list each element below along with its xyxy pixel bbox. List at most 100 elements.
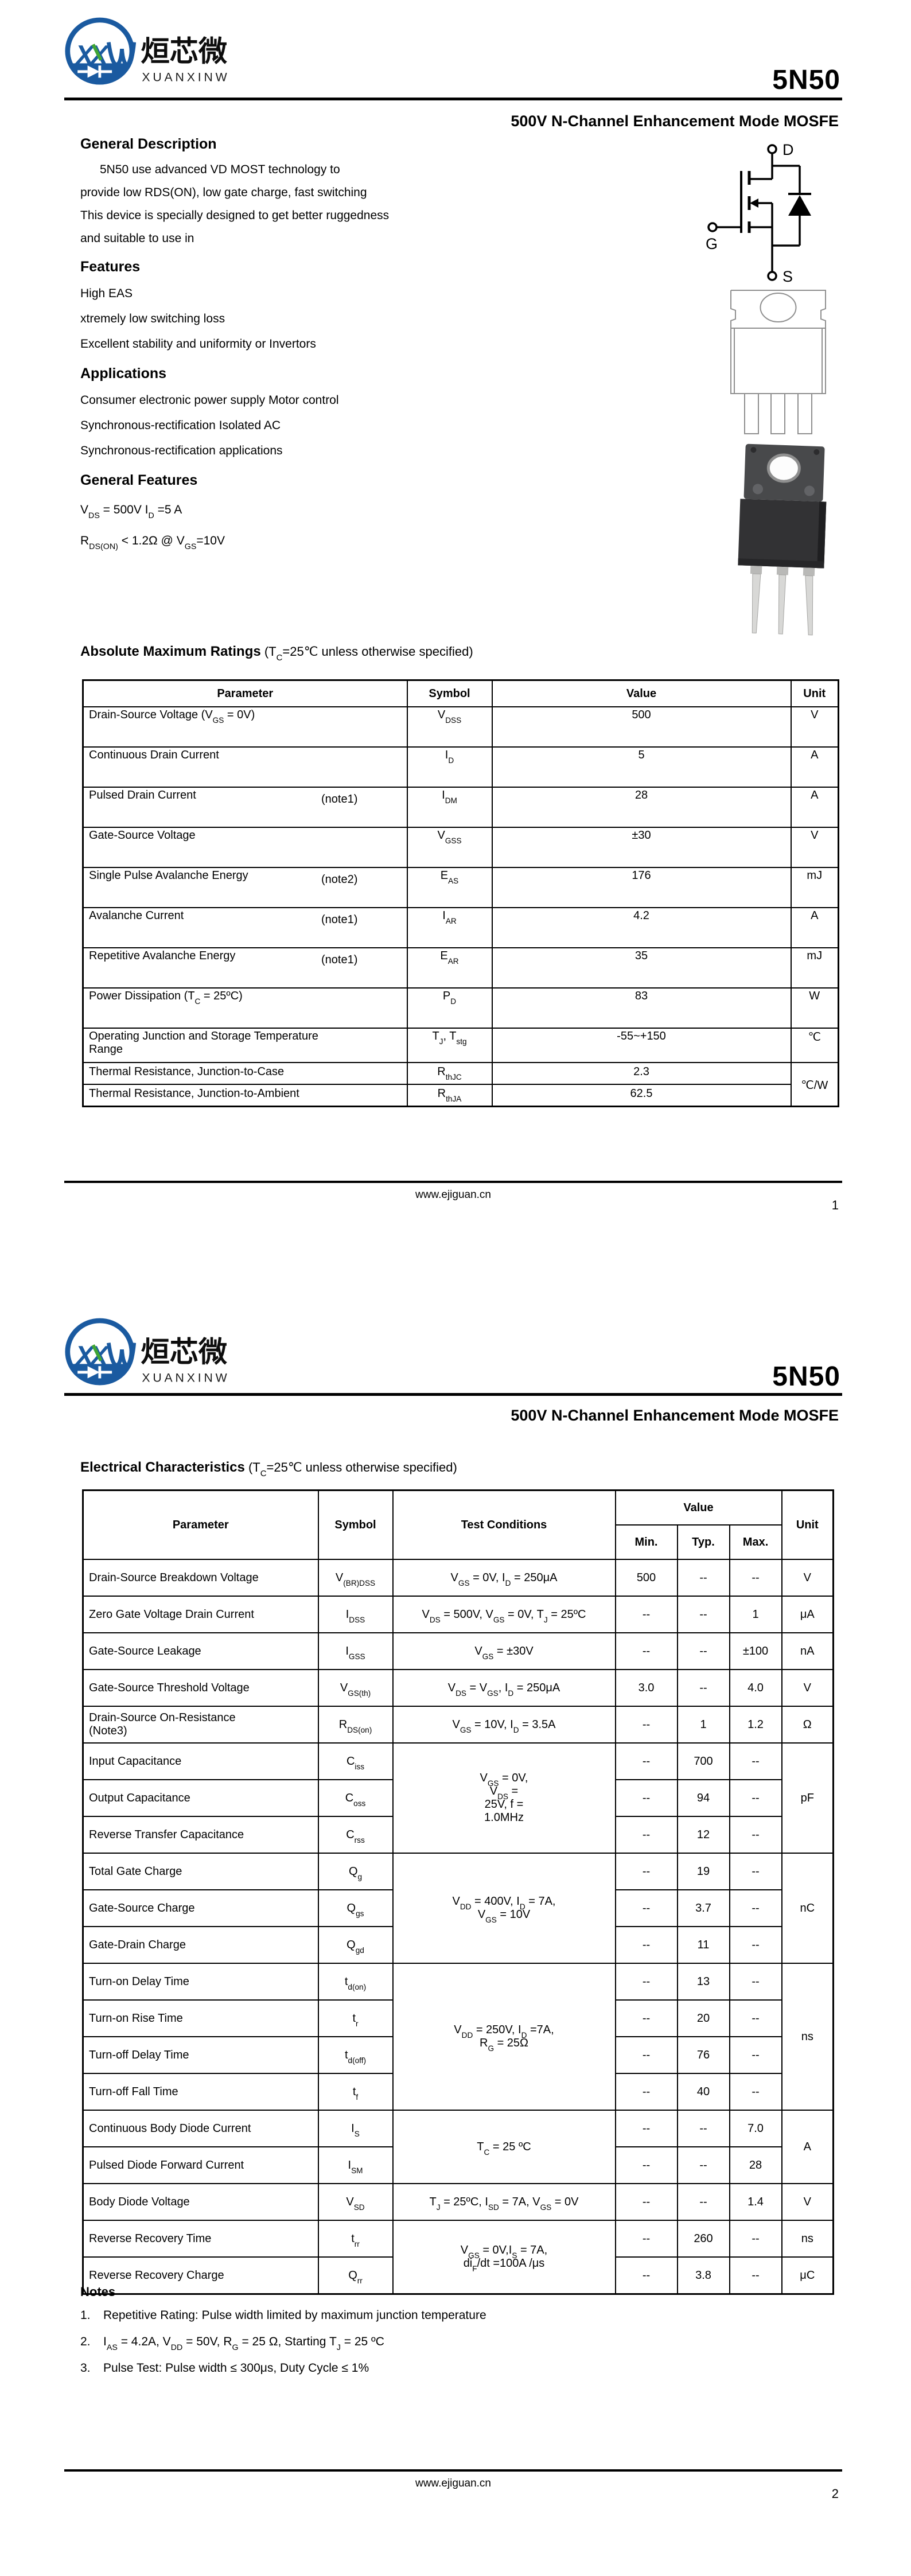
package-outline-drawing xyxy=(730,290,826,434)
table-row: Turn-off Fall Time tf -- 40 -- xyxy=(82,2073,834,2111)
param-cell: Gate-Source Threshold Voltage xyxy=(82,1669,319,1707)
symbol-cell: EAS xyxy=(406,867,493,908)
column-header-test-conditions: Test Conditions xyxy=(392,1489,616,1560)
unit-cell: A xyxy=(790,907,839,948)
symbol-cell: ISM xyxy=(317,2146,394,2184)
note-item: 1. Repetitive Rating: Pulse width limited… xyxy=(80,2309,711,2322)
typ-cell: 19 xyxy=(676,1853,730,1890)
typ-cell: 13 xyxy=(676,1963,730,2001)
footer-website: www.ejiguan.cn xyxy=(415,2477,492,2489)
max-cell: -- xyxy=(729,1963,782,2001)
notes-heading: Notes xyxy=(80,2285,116,2299)
ec-heading: Electrical Characteristics (TC=25℃ unles… xyxy=(80,1460,457,1478)
unit-cell: nC xyxy=(781,1853,834,1964)
test-conditions-cell: VGS = 0V, ID = 250μA xyxy=(392,1559,616,1597)
mosfet-arrow xyxy=(750,199,758,208)
logo-xxw-mark: X X xyxy=(73,40,137,71)
amr-heading-title: Absolute Maximum Ratings xyxy=(80,644,261,659)
application-item: Consumer electronic power supply Motor c… xyxy=(80,394,339,407)
max-cell: -- xyxy=(729,1853,782,1890)
symbol-cell: td(on) xyxy=(317,1963,394,2001)
note-item: 3. Pulse Test: Pulse width ≤ 300μs, Duty … xyxy=(80,2361,711,2375)
note-text: Repetitive Rating: Pulse width limited b… xyxy=(103,2309,486,2322)
param-cell: Single Pulse Avalanche Energy (note2) xyxy=(82,867,408,908)
max-cell: -- xyxy=(729,1816,782,1854)
unit-cell: V xyxy=(781,1559,834,1597)
symbol-cell: V(BR)DSS xyxy=(317,1559,394,1597)
table-row: Thermal Resistance, Junction-to-Case Rth… xyxy=(82,1062,839,1107)
unit-cell: μC xyxy=(781,2256,834,2295)
table-row: Operating Junction and Storage Temperatu… xyxy=(82,1028,839,1063)
typ-cell: -- xyxy=(676,1596,730,1633)
typ-cell: 1 xyxy=(676,1706,730,1744)
footer-rule xyxy=(64,1181,842,1183)
max-cell: 1 xyxy=(729,1596,782,1633)
param-note: (note1) xyxy=(321,954,358,966)
value-cell: 2.3 xyxy=(491,1062,792,1085)
typ-cell: -- xyxy=(676,1632,730,1670)
table-row: Gate-Source Voltage VGSS ±30 V xyxy=(82,827,839,868)
typ-cell: -- xyxy=(676,2146,730,2184)
param-cell: Gate-Source Charge xyxy=(82,1889,319,1927)
symbol-cell: RthJC xyxy=(406,1062,493,1085)
value-cell: 35 xyxy=(491,947,792,989)
note-item: 2. IAS = 4.2A, VDD = 50V, RG = 25 Ω, Star… xyxy=(80,2335,711,2352)
test-conditions-cell: VDS = VGS, ID = 250μA xyxy=(392,1669,616,1707)
applications-heading: Applications xyxy=(80,365,167,382)
typ-cell: 40 xyxy=(676,2073,730,2111)
feature-item: High EAS xyxy=(80,287,133,300)
symbol-cell: TJ, Tstg xyxy=(406,1028,493,1063)
table-row: Avalanche Current (note1) IAR 4.2 A xyxy=(82,907,839,948)
gate-label: G xyxy=(706,235,718,252)
table-row: Input Capacitance Ciss VGS = 0V, VDS = 2… xyxy=(82,1742,834,1854)
symbol-cell: IDM xyxy=(406,787,493,828)
typ-cell: 94 xyxy=(676,1779,730,1817)
table-row: Pulsed Drain Current (note1) IDM 28 A xyxy=(82,787,839,828)
page-title: 500V N-Channel Enhancement Mode MOSFE xyxy=(511,1407,839,1424)
symbol-cell: Qgd xyxy=(317,1926,394,1964)
unit-cell: A xyxy=(790,787,839,828)
symbol-cell: IS xyxy=(317,2110,394,2147)
unit-cell: μA xyxy=(781,1596,834,1633)
typ-cell: 20 xyxy=(676,1999,730,2037)
min-cell: -- xyxy=(614,1963,678,2001)
symbol-cell: VSD xyxy=(317,2183,394,2221)
test-conditions-cell: TC = 25 ºC xyxy=(392,2110,616,2184)
param-cell: Power Dissipation (TC = 25ºC) xyxy=(82,987,408,1029)
note-text: Pulse Test: Pulse width ≤ 300μs, Duty Cy… xyxy=(103,2361,369,2375)
page-number: 2 xyxy=(831,2486,839,2501)
absolute-maximum-ratings-table: Parameter Symbol Value Unit Drain-Source… xyxy=(82,679,839,1107)
value-cell: 500 xyxy=(491,706,792,748)
min-cell: -- xyxy=(614,2256,678,2295)
min-cell: -- xyxy=(614,1632,678,1670)
logo-diode-icon xyxy=(77,1366,112,1379)
min-cell: -- xyxy=(614,2220,678,2258)
package-photo xyxy=(738,443,827,636)
test-conditions-cell: VDD = 400V, ID = 7A, VGS = 10V xyxy=(392,1853,616,1964)
note-number: 3. xyxy=(80,2361,91,2375)
logo-xxw-mark: X X xyxy=(73,1340,137,1371)
symbol-cell: RthJA xyxy=(406,1084,493,1107)
column-header-symbol: Symbol xyxy=(406,679,493,707)
param-cell: Drain-Source Voltage (VGS = 0V) xyxy=(82,706,408,748)
typ-cell: 3.7 xyxy=(676,1889,730,1927)
param-cell: Gate-Drain Charge xyxy=(82,1926,319,1964)
param-cell: Pulsed Diode Forward Current xyxy=(82,2146,319,2184)
table-row: Drain-Source Breakdown Voltage V(BR)DSS … xyxy=(82,1559,834,1597)
brand-name-cn: 烜芯微 xyxy=(141,1336,228,1368)
typ-cell: 3.8 xyxy=(676,2256,730,2295)
typ-cell: -- xyxy=(676,1669,730,1707)
unit-cell: V xyxy=(781,2183,834,2221)
table-row: Continuous Drain Current ID 5 A xyxy=(82,746,839,788)
unit-cell: pF xyxy=(781,1742,834,1854)
param-cell: Output Capacitance xyxy=(82,1779,319,1817)
symbol-cell: IAR xyxy=(406,907,493,948)
table-row: Reverse Recovery Time trr VGS = 0V,IS = … xyxy=(82,2220,834,2295)
table-row: Gate-Source Threshold Voltage VGS(th) VD… xyxy=(82,1669,834,1707)
table-header-row: Parameter Symbol Test Conditions Value U… xyxy=(82,1489,834,1560)
table-row: Gate-Drain Charge Qgd -- 11 -- xyxy=(82,1926,834,1964)
note-number: 1. xyxy=(80,2309,91,2322)
test-conditions-cell: VGS = ±30V xyxy=(392,1632,616,1670)
table-row: Pulsed Diode Forward Current ISM -- -- 2… xyxy=(82,2146,834,2184)
max-cell: -- xyxy=(729,2073,782,2111)
